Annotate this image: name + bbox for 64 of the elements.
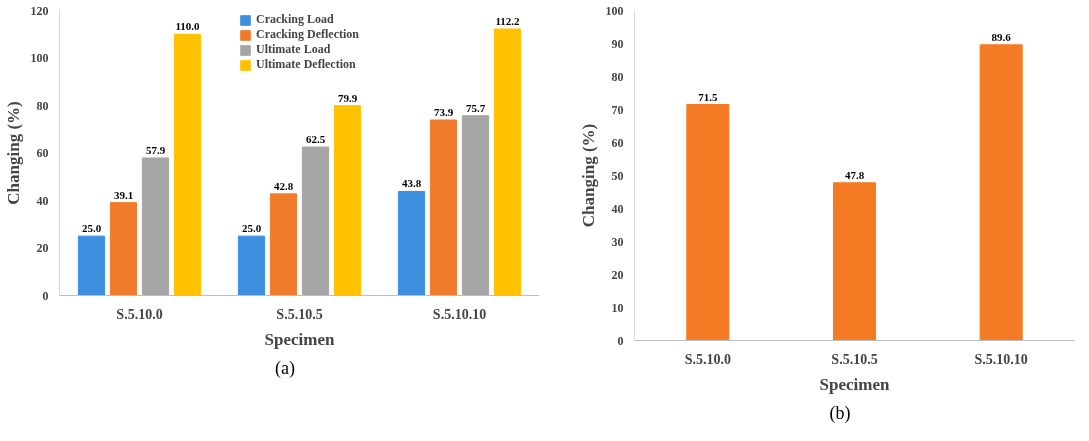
legend-label: Ultimate Deflection — [256, 57, 356, 72]
y-tick-label: 80 — [36, 98, 49, 113]
bar — [397, 190, 426, 296]
data-label: 25.0 — [81, 222, 102, 235]
bar — [109, 202, 138, 296]
legend-label: Cracking Deflection — [256, 27, 359, 42]
y-tick-label: 60 — [36, 146, 49, 160]
data-label: 42.8 — [273, 179, 294, 192]
y-tick-label: 40 — [36, 193, 49, 208]
bar — [979, 44, 1023, 341]
x-tick-label: S.5.10.10 — [432, 306, 487, 322]
x-axis-title: Specimen — [819, 374, 890, 394]
data-label: 57.9 — [145, 143, 166, 156]
y-axis-title: Changing (%) — [578, 123, 598, 228]
bar — [333, 105, 362, 296]
data-label: 112.2 — [495, 15, 521, 28]
y-tick-label: 40 — [611, 201, 624, 216]
data-label: 25.0 — [241, 222, 262, 235]
x-tick-label: S.5.10.5 — [276, 306, 323, 322]
x-tick-label: S.5.10.5 — [831, 351, 878, 367]
x-axis-title: Specimen — [264, 329, 335, 349]
y-tick-label: 30 — [611, 234, 624, 249]
data-label: 110.0 — [175, 20, 201, 33]
y-tick-label: 50 — [611, 168, 624, 183]
y-tick-label: 100 — [605, 3, 624, 18]
x-tick-label: S.5.10.0 — [684, 351, 731, 367]
legend-label: Cracking Load — [256, 12, 334, 27]
y-axis-title: Changing (%) — [3, 101, 23, 205]
data-label: 39.1 — [113, 188, 134, 201]
data-label: 89.6 — [991, 30, 1012, 43]
data-label: 73.9 — [433, 105, 454, 118]
y-tick-label: 0 — [617, 333, 624, 348]
data-label: 71.5 — [698, 90, 718, 103]
text: (b) — [829, 402, 851, 425]
legend-label: Ultimate Load — [256, 42, 331, 57]
bar — [77, 235, 106, 296]
x-tick-label: S.5.10.0 — [116, 306, 163, 322]
bar — [269, 193, 298, 296]
data-label: 75.7 — [465, 101, 486, 114]
bar — [429, 119, 458, 296]
y-tick-label: 90 — [611, 36, 624, 51]
bar — [493, 28, 522, 296]
data-label: 79.9 — [337, 91, 358, 104]
y-tick-label: 70 — [611, 102, 624, 117]
x-tick-label: S.5.10.10 — [974, 351, 1028, 367]
bar — [686, 104, 730, 341]
bar — [461, 115, 490, 296]
bar — [832, 182, 877, 341]
y-tick-label: 120 — [30, 3, 49, 18]
bar — [301, 146, 330, 296]
bar — [141, 157, 170, 296]
data-label: 62.5 — [305, 133, 326, 146]
data-label: 47.8 — [844, 168, 865, 181]
y-tick-label: 0 — [42, 288, 49, 303]
y-tick-label: 60 — [611, 135, 624, 150]
data-label: 43.8 — [401, 177, 422, 190]
bar — [173, 33, 202, 296]
y-tick-label: 20 — [36, 241, 49, 255]
y-tick-label: 10 — [611, 300, 624, 315]
text: (a) — [275, 357, 295, 380]
y-tick-label: 80 — [611, 69, 624, 84]
y-tick-label: 20 — [611, 267, 624, 282]
y-tick-label: 100 — [30, 51, 49, 65]
bar — [237, 235, 266, 296]
